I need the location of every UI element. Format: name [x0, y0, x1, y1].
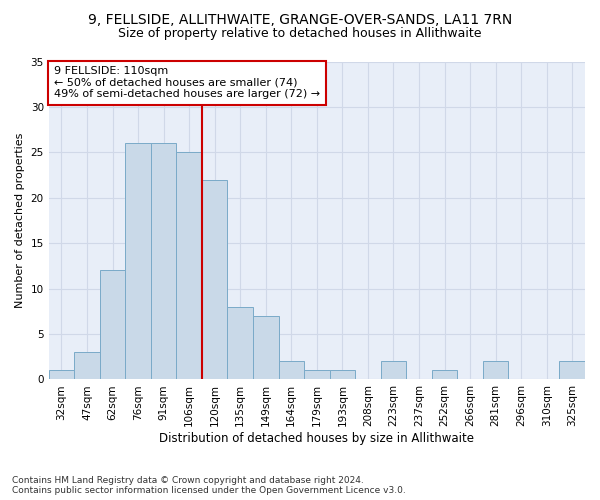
- Y-axis label: Number of detached properties: Number of detached properties: [15, 133, 25, 308]
- Bar: [176, 152, 202, 380]
- Bar: [253, 316, 278, 380]
- Text: Contains HM Land Registry data © Crown copyright and database right 2024.
Contai: Contains HM Land Registry data © Crown c…: [12, 476, 406, 495]
- Bar: [49, 370, 74, 380]
- Bar: [151, 144, 176, 380]
- Bar: [74, 352, 100, 380]
- Bar: [100, 270, 125, 380]
- Bar: [202, 180, 227, 380]
- Bar: [432, 370, 457, 380]
- Bar: [559, 362, 585, 380]
- Bar: [329, 370, 355, 380]
- Bar: [125, 144, 151, 380]
- Text: Size of property relative to detached houses in Allithwaite: Size of property relative to detached ho…: [118, 28, 482, 40]
- Bar: [304, 370, 329, 380]
- Bar: [227, 307, 253, 380]
- X-axis label: Distribution of detached houses by size in Allithwaite: Distribution of detached houses by size …: [160, 432, 475, 445]
- Bar: [380, 362, 406, 380]
- Bar: [278, 362, 304, 380]
- Text: 9 FELLSIDE: 110sqm
← 50% of detached houses are smaller (74)
49% of semi-detache: 9 FELLSIDE: 110sqm ← 50% of detached hou…: [54, 66, 320, 100]
- Text: 9, FELLSIDE, ALLITHWAITE, GRANGE-OVER-SANDS, LA11 7RN: 9, FELLSIDE, ALLITHWAITE, GRANGE-OVER-SA…: [88, 12, 512, 26]
- Bar: [483, 362, 508, 380]
